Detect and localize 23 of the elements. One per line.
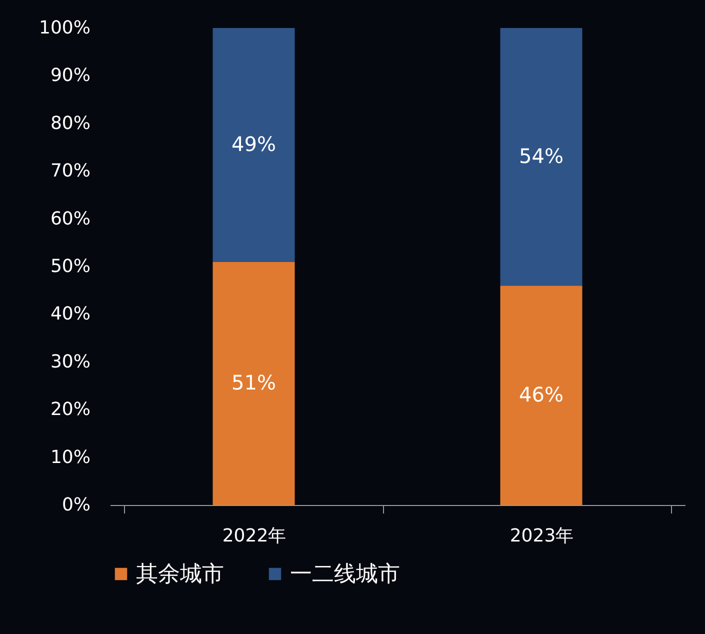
x-tick-label: 2023年 bbox=[510, 526, 574, 546]
bar bbox=[212, 262, 295, 505]
y-tick-label: 10% bbox=[50, 446, 90, 468]
text: 51% bbox=[232, 370, 276, 394]
y-tick-label: 70% bbox=[50, 160, 90, 182]
text: 46% bbox=[519, 382, 564, 406]
legend-label: 一二线城市 bbox=[290, 562, 400, 587]
y-tick-label: 20% bbox=[50, 399, 90, 420]
legend-label: 其余城市 bbox=[136, 562, 224, 587]
x-tick-label: 2022年 bbox=[222, 526, 286, 546]
y-tick-label: 0% bbox=[62, 494, 90, 516]
y-tick-label: 60% bbox=[50, 208, 90, 230]
y-tick-label: 30% bbox=[50, 351, 90, 372]
y-tick-label: 40% bbox=[50, 304, 90, 325]
text: 54% bbox=[519, 144, 564, 168]
bar bbox=[500, 286, 582, 505]
y-tick-label: 50% bbox=[50, 256, 90, 277]
text: 49% bbox=[232, 132, 276, 156]
y-tick-label: 80% bbox=[50, 112, 90, 134]
y-tick-label: 90% bbox=[50, 65, 90, 86]
bar bbox=[212, 28, 295, 262]
bar bbox=[500, 28, 582, 286]
y-tick-label: 100% bbox=[39, 18, 90, 38]
